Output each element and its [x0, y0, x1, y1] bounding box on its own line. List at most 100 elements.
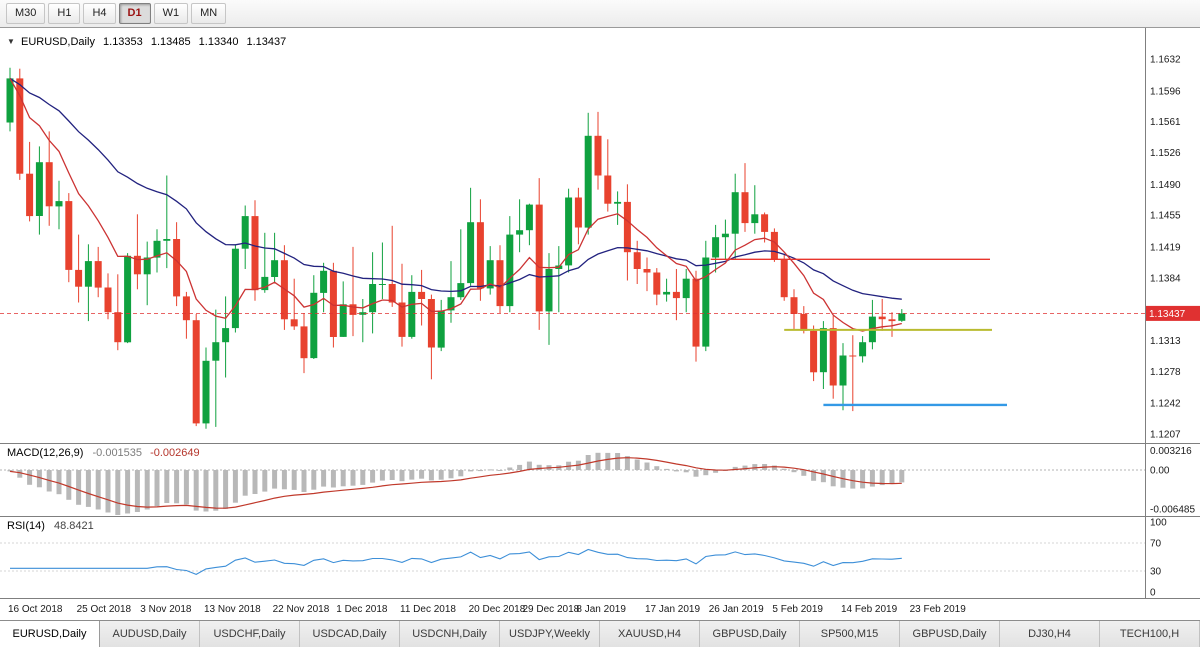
macd-bar: [7, 470, 13, 472]
candle-body: [55, 201, 63, 207]
macd-bar: [370, 470, 376, 483]
candle-body: [26, 173, 34, 217]
candle-body: [212, 342, 220, 361]
chart-collapse-icon[interactable]: ▼: [7, 37, 15, 46]
date-label: 3 Nov 2018: [140, 604, 192, 615]
candle-body: [761, 214, 769, 232]
date-label: 1 Dec 2018: [336, 604, 388, 615]
candle-body: [623, 201, 631, 253]
macd-bar: [673, 470, 679, 472]
macd-bar: [791, 470, 797, 473]
candle-body: [378, 284, 386, 285]
candle-body: [369, 284, 377, 313]
ohlc-low: 1.13340: [198, 36, 239, 48]
candle-body: [290, 319, 298, 327]
macd-bar: [56, 470, 62, 495]
candle-body: [241, 216, 249, 249]
candle-body: [75, 269, 83, 287]
price-tick-label: 1.1455: [1150, 211, 1181, 222]
macd-bar: [164, 470, 170, 503]
chart-tab-xauusd-h4[interactable]: XAUUSD,H4: [600, 621, 700, 647]
macd-bar: [693, 470, 699, 477]
chart-tab-gbpusd-daily[interactable]: GBPUSD,Daily: [700, 621, 800, 647]
macd-bar: [458, 470, 464, 477]
macd-bar: [497, 470, 503, 471]
timeframe-button-m30[interactable]: M30: [6, 3, 46, 24]
chart-tab-usdcnh-daily[interactable]: USDCNH,Daily: [400, 621, 500, 647]
candles: [6, 67, 906, 429]
timeframe-button-w1[interactable]: W1: [153, 3, 189, 24]
chart-tab-tech100-h[interactable]: TECH100,H: [1100, 621, 1200, 647]
macd-bar: [213, 470, 219, 511]
chart-tab-eurusd-daily[interactable]: EURUSD,Daily: [0, 621, 100, 647]
candle-body: [300, 326, 308, 359]
chart-tab-usdjpy-weekly[interactable]: USDJPY,Weekly: [500, 621, 600, 647]
macd-bar: [311, 470, 317, 490]
date-label: 13 Nov 2018: [204, 604, 261, 615]
candle-body: [663, 291, 671, 295]
chart-canvas[interactable]: 1.134371.16321.15961.15611.15261.14901.1…: [0, 28, 1200, 620]
macd-bar: [889, 470, 895, 484]
candle-body: [506, 234, 514, 307]
candle-body: [486, 260, 494, 289]
candle-body: [604, 175, 612, 204]
macd-bar: [154, 470, 160, 507]
chart-tab-gbpusd-daily[interactable]: GBPUSD,Daily: [900, 621, 1000, 647]
candle-body: [525, 204, 533, 231]
chart-window: 1.13437 1.1632 1.1596 1.1561 1.1526 1.1490 1.1…: [0, 28, 1200, 620]
chart-tab-dj30-h4[interactable]: DJ30,H4: [1000, 621, 1100, 647]
macd-pane: 0.003216 0.00 -0.006485: [0, 446, 1195, 515]
candle-body: [692, 278, 700, 347]
candle-body: [859, 342, 867, 357]
macd-bar: [144, 470, 150, 510]
chart-tab-sp500-m15[interactable]: SP500,M15: [800, 621, 900, 647]
date-label: 11 Dec 2018: [400, 604, 456, 615]
candle-body: [790, 297, 798, 314]
timeframe-button-h1[interactable]: H1: [48, 3, 81, 24]
timeframe-button-mn[interactable]: MN: [191, 3, 227, 24]
date-axis: 16 Oct 2018 25 Oct 2018 3 Nov 2018 13 Nov 2…: [8, 604, 966, 615]
candle-body: [810, 330, 818, 373]
macd-tick-label: -0.006485: [1150, 504, 1195, 515]
rsi-value: 48.8421: [53, 520, 94, 532]
macd-bar: [340, 470, 346, 487]
macd-bar: [487, 469, 493, 471]
macd-bar: [781, 468, 787, 470]
chart-tab-usdcad-daily[interactable]: USDCAD,Daily: [300, 621, 400, 647]
chart-tab-usdchf-daily[interactable]: USDCHF,Daily: [200, 621, 300, 647]
candle-body: [731, 192, 739, 234]
candle-body: [192, 320, 200, 424]
candle-body: [388, 284, 396, 303]
date-label: 14 Feb 2019: [841, 604, 898, 615]
macd-bar: [321, 470, 327, 487]
macd-bar: [811, 470, 817, 481]
rsi-tick-label: 30: [1150, 567, 1162, 578]
macd-bar: [742, 465, 748, 470]
timeframe-button-h4[interactable]: H4: [83, 3, 116, 24]
chart-tab-audusd-daily[interactable]: AUDUSD,Daily: [100, 621, 200, 647]
candle-body: [741, 192, 749, 224]
candle-body: [682, 278, 690, 299]
macd-bar: [125, 470, 131, 514]
chart-symbol-title: EURUSD,Daily: [20, 36, 95, 48]
candle-body: [643, 269, 651, 273]
candle-body: [202, 360, 210, 424]
macd-bar: [713, 470, 719, 473]
candle-body: [359, 312, 367, 315]
macd-label: MACD(12,26,9): [7, 447, 84, 459]
timeframe-button-d1[interactable]: D1: [118, 3, 151, 24]
candle-body: [133, 255, 141, 275]
candle-body: [251, 216, 259, 291]
price-tick-label: 1.1596: [1150, 86, 1181, 97]
candle-body: [653, 272, 661, 295]
macd-bar: [899, 470, 905, 483]
candle-body: [320, 270, 328, 293]
macd-bar: [703, 470, 709, 476]
macd-bar: [419, 470, 425, 479]
candle-body: [231, 248, 239, 329]
candle-body: [153, 240, 161, 258]
candle-body: [447, 297, 455, 311]
candle-body: [339, 304, 347, 337]
macd-bar: [830, 470, 836, 487]
macd-bar: [771, 465, 777, 470]
